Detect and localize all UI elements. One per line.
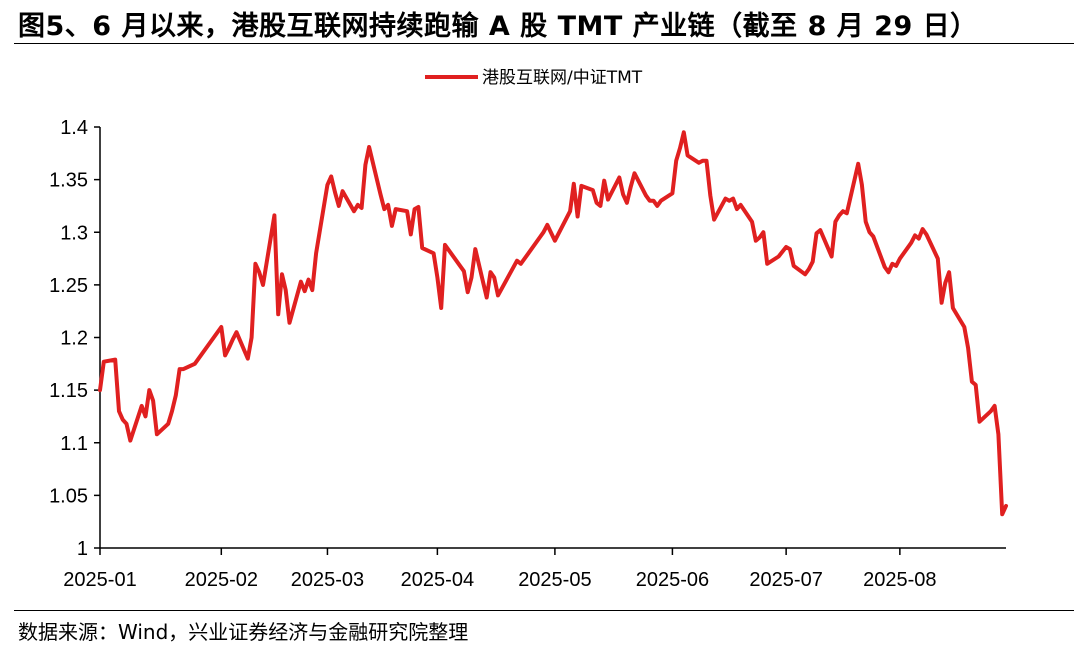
y-tick-label: 1.3: [60, 222, 88, 244]
x-tick-label: 2025-03: [291, 569, 364, 591]
y-axis: 1 1.05 1.1 1.15 1.2 1.25 1.3 1.35 1.4: [49, 117, 101, 560]
x-tick-label: 2025-04: [401, 569, 474, 591]
title-divider: [14, 43, 1074, 44]
y-tick-label: 1.35: [49, 170, 88, 192]
line-chart: 港股互联网/中证TMT 1 1.05 1.1 1.15 1.2 1.25 1.3 1.35 1.…: [49, 68, 1008, 591]
x-tick-label: 2025-06: [636, 569, 709, 591]
x-tick-label: 2025-05: [518, 569, 591, 591]
source-note: 数据来源：Wind，兴业证券经济与金融研究院整理: [18, 620, 469, 644]
y-tick-label: 1.25: [49, 275, 88, 297]
x-tick-label: 2025-08: [863, 569, 936, 591]
footer-divider: [14, 610, 1074, 611]
legend: 港股互联网/中证TMT: [425, 68, 643, 88]
y-tick-label: 1.05: [49, 485, 88, 507]
x-tick-label: 2025-01: [63, 569, 136, 591]
x-tick-label: 2025-02: [185, 569, 258, 591]
y-tick-label: 1.4: [60, 117, 88, 139]
y-tick-label: 1: [77, 538, 88, 560]
x-axis: 2025-01 2025-02 2025-03 2025-04 2025-05 2025-…: [63, 547, 1006, 591]
x-tick-label: 2025-07: [749, 569, 822, 591]
y-tick-label: 1.1: [60, 433, 88, 455]
chart-title: 图5、6 月以来，港股互联网持续跑输 A 股 TMT 产业链（截至 8 月 29…: [18, 11, 978, 42]
legend-label: 港股互联网/中证TMT: [482, 68, 643, 88]
y-tick-label: 1.15: [49, 380, 88, 402]
series-line: [98, 130, 1008, 517]
y-tick-label: 1.2: [60, 328, 88, 350]
